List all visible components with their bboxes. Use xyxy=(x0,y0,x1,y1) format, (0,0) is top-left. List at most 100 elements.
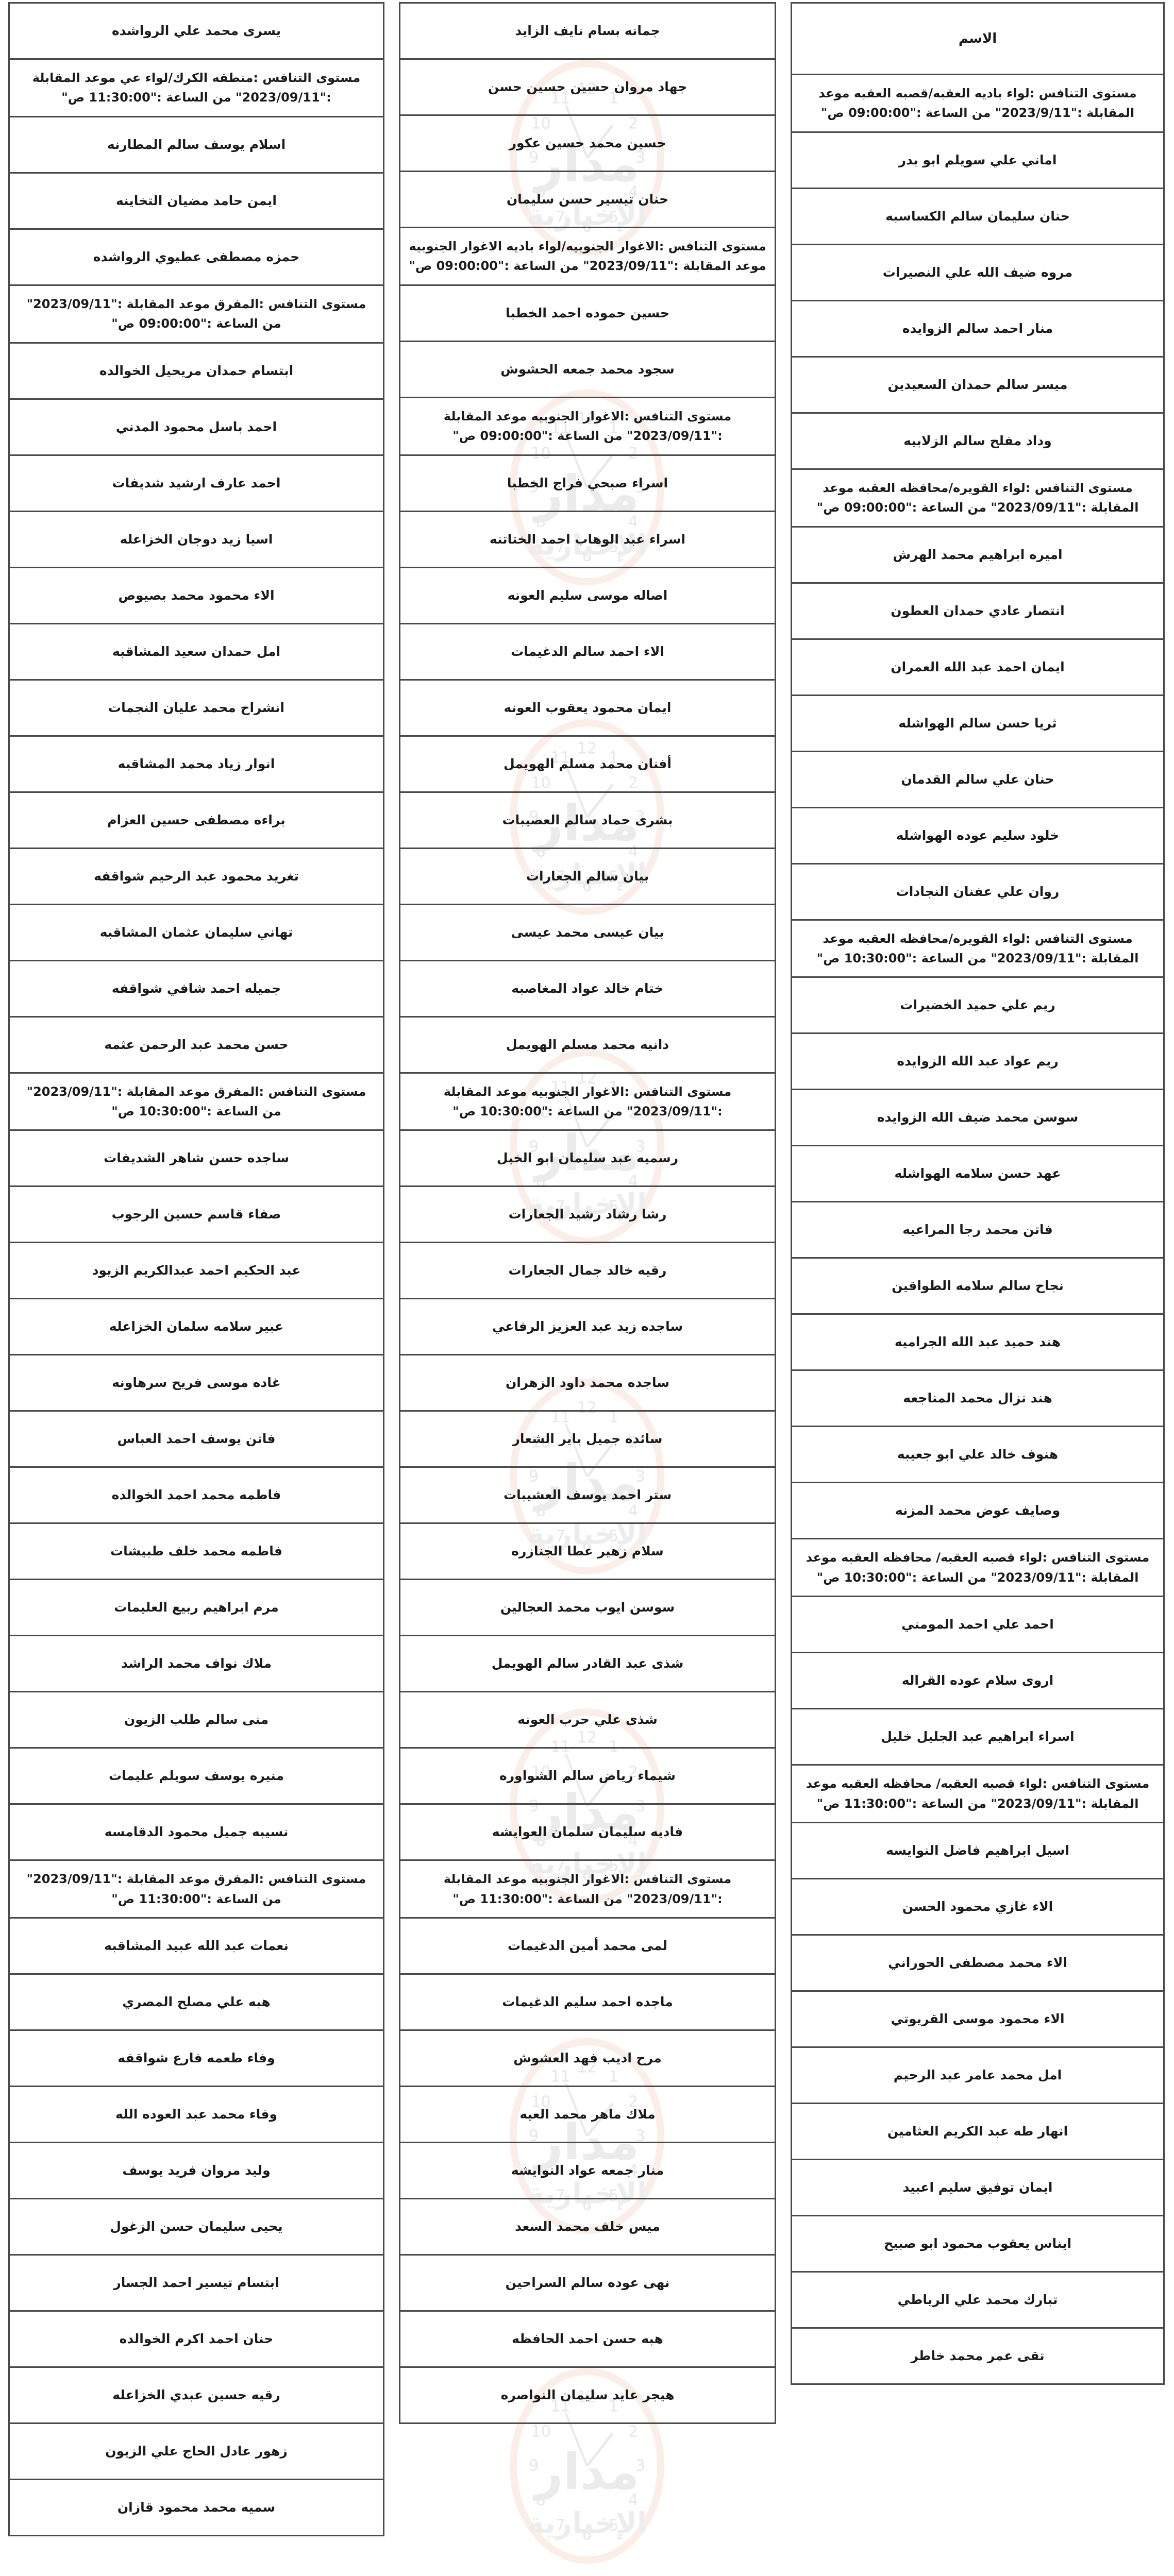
table-row: ساجده حسن شاهر الشديفات xyxy=(8,1129,384,1188)
table-row: ابتسام تيسير احمد الجسار xyxy=(8,2254,384,2312)
candidate-name-cell: شيماء رياض سالم الشواوره xyxy=(399,1747,776,1805)
table-row: تبارك محمد علي الرياطي xyxy=(791,2270,1165,2329)
candidate-name-cell: سجود محمد جمعه الحشوش xyxy=(399,340,776,398)
candidate-name-cell: ستر احمد يوسف العشيبات xyxy=(399,1466,776,1524)
candidate-name-cell: هيجر عايد سليمان النواصره xyxy=(399,2366,776,2425)
table-row: اسيل ابراهيم فاضل النوايسه xyxy=(791,1821,1165,1879)
candidate-name-cell: الاء احمد سالم الدغيمات xyxy=(399,622,776,681)
table-row: اماني علي سويلم ابو بدر xyxy=(791,131,1165,189)
candidate-name-cell: ايمان توفيق سليم اعبيد xyxy=(791,2158,1165,2216)
table-row: هبه علي مصلح المصري xyxy=(8,1973,384,2031)
candidate-name-cell: ساجده محمد داود الزهران xyxy=(399,1354,776,1412)
table-row: هنوف خالد علي ابو جعيبه xyxy=(791,1426,1165,1484)
table-row: ايمان توفيق سليم اعبيد xyxy=(791,2158,1165,2216)
candidate-name-cell: انشراح محمد عليان النجمات xyxy=(8,679,384,737)
candidate-name-cell: ساجده زيد عبد العزيز الرفاعي xyxy=(399,1298,776,1356)
candidate-name-cell: حنان احمد اكرم الخوالده xyxy=(8,2310,384,2368)
table-row: اسيا زيد دوجان الخزاعله xyxy=(8,510,384,568)
candidate-name-cell: فاطمه محمد خلف طبيشات xyxy=(8,1522,384,1581)
candidate-name-cell: يحيى سليمان حسن الزغول xyxy=(8,2198,384,2256)
candidate-name-cell: مرم ابراهيم ربيع العليمات xyxy=(8,1579,384,1637)
table-row: جهاد مروان حسين حسين حسن xyxy=(399,58,776,116)
table-row: رسميه عبد سليمان ابو الخيل xyxy=(399,1129,776,1188)
group-heading-cell: مستوى التنافس :الاغوار الجنوبيه موعد الم… xyxy=(399,1072,776,1131)
candidate-name-cell: اسراء صبحي فراج الخطبا xyxy=(399,454,776,512)
table-row: رقيه حسين عبدي الخزاعله xyxy=(8,2366,384,2425)
table-row: ماجده احمد سليم الدغيمات xyxy=(399,1973,776,2031)
group-heading-cell: مستوى التنافس :منطقه الكرك/لواء عي موعد … xyxy=(8,58,384,117)
candidate-name-cell: عبد الحكيم احمد عبدالكريم الزيود xyxy=(8,1242,384,1300)
table-row: انوار زياد محمد المشاقبه xyxy=(8,735,384,793)
table-row: عهد حسن سلامه الهواشله xyxy=(791,1145,1165,1203)
table-row: حسن محمد عبد الرحمن عثمه xyxy=(8,1015,384,1074)
table-row: أفنان محمد مسلم الهويمل xyxy=(399,735,776,793)
table-row: انتصار عادي حمدان العطون xyxy=(791,582,1165,640)
candidate-name-cell: وليد مروان فريد يوسف xyxy=(8,2142,384,2200)
table-row: منار جمعه عواد النوايشه xyxy=(399,2142,776,2200)
candidate-name-cell: رقيه حسين عبدي الخزاعله xyxy=(8,2366,384,2425)
candidate-name-cell: فاتن يوسف احمد العباس xyxy=(8,1410,384,1468)
table-row: مستوى التنافس :الاغوار الجنوبيه/لواء باد… xyxy=(399,227,776,286)
candidate-name-cell: الاء محمود موسى القريوتي xyxy=(791,1990,1165,2048)
table-row: الاء غازي محمود الحسن xyxy=(791,1877,1165,1936)
candidate-name-cell: ميس خلف محمد السعد xyxy=(399,2198,776,2256)
table-row: حمزه مصطفى عطيوي الرواشده xyxy=(8,228,384,286)
column-right: الاسم مستوى التنافس :لواء باديه العقبه/قص… xyxy=(783,2,1174,2385)
table-row: نجاح سالم سلامه الطواقين xyxy=(791,1257,1165,1315)
candidate-name-cell: خلود سليم عوده الهواشله xyxy=(791,806,1165,865)
column-left: يسرى محمد علي الرواشده مستوى التنافس :منط… xyxy=(0,2,392,2537)
table-row: فاتن محمد رجا المراعيه xyxy=(791,1201,1165,1259)
table-row: مرم ابراهيم ربيع العليمات xyxy=(8,1579,384,1637)
candidate-name-cell: ابتسام حمدان مريحيل الخوالده xyxy=(8,342,384,400)
candidate-name-cell: احمد علي احمد المومني xyxy=(791,1596,1165,1654)
table-row: بشرى حماد سالم العصيبات xyxy=(399,791,776,849)
table-row: ساجده زيد عبد العزيز الرفاعي xyxy=(399,1298,776,1356)
candidate-name-cell: نجاح سالم سلامه الطواقين xyxy=(791,1257,1165,1315)
candidate-name-cell: جميله احمد شافي شواقفه xyxy=(8,959,384,1018)
table-row: شذى عبد القادر سالم الهويمل xyxy=(399,1635,776,1693)
table-row: مرح اديب فهد العشوش xyxy=(399,2029,776,2088)
table-row: دانيه محمد مسلم الهويمل xyxy=(399,1015,776,1074)
candidate-name-cell: وفاء طعمه فارع شواقفه xyxy=(8,2029,384,2088)
candidate-name-cell: سوسن محمد ضيف الله الزوايده xyxy=(791,1089,1165,1147)
candidate-name-cell: منار جمعه عواد النوايشه xyxy=(399,2142,776,2200)
candidate-name-cell: أفنان محمد مسلم الهويمل xyxy=(399,735,776,793)
candidate-name-cell: امل محمد عامر عبد الرحيم xyxy=(791,2046,1165,2104)
candidate-name-cell: جمانه بسام نايف الزايد xyxy=(399,2,776,60)
table-row: سائده جميل باير الشعار xyxy=(399,1410,776,1468)
table-row: سوسن محمد ضيف الله الزوايده xyxy=(791,1089,1165,1147)
table-row: ابتسام حمدان مريحيل الخوالده xyxy=(8,342,384,400)
candidate-name-cell: دانيه محمد مسلم الهويمل xyxy=(399,1015,776,1074)
table-row: مروه ضيف الله علي النصيرات xyxy=(791,243,1165,301)
candidate-name-cell: ايمان محمود يعقوب العونه xyxy=(399,679,776,737)
candidate-name-cell: منار احمد سالم الزوايده xyxy=(791,299,1165,358)
candidate-name-cell: مروه ضيف الله علي النصيرات xyxy=(791,243,1165,301)
candidate-name-cell: هبه علي مصلح المصري xyxy=(8,1973,384,2031)
candidate-name-cell: روان علي عفنان النجادات xyxy=(791,862,1165,921)
table-row: تهاني سليمان عثمان المشاقبه xyxy=(8,903,384,961)
table-row: اسلام يوسف سالم المطارنه xyxy=(8,115,384,174)
candidate-name-cell: مرح اديب فهد العشوش xyxy=(399,2029,776,2088)
table-row: ايمان محمود يعقوب العونه xyxy=(399,679,776,737)
table-row: حنان سليمان سالم الكساسبه xyxy=(791,187,1165,245)
candidate-name-cell: ايمان احمد عبد الله العمران xyxy=(791,638,1165,696)
candidate-name-cell: براءه مصطفى حسين العزام xyxy=(8,791,384,849)
table-row: مستوى التنافس :لواء القويره/محافظه العقب… xyxy=(791,919,1165,978)
table-row: وفاء محمد عبد العوده الله xyxy=(8,2086,384,2144)
table-row: جميله احمد شافي شواقفه xyxy=(8,959,384,1018)
table-row: احمد باسل محمود المدني xyxy=(8,398,384,456)
table-row: هند حميد عبد الله الجراميه xyxy=(791,1313,1165,1371)
candidate-name-cell: هبه حسن احمد الحافظه xyxy=(399,2310,776,2368)
candidate-name-cell: وداد مفلح سالم الزلابيه xyxy=(791,412,1165,470)
group-heading-cell: مستوى التنافس :لواء القويره/محافظه العقب… xyxy=(791,919,1165,978)
candidate-name-cell: احمد باسل محمود المدني xyxy=(8,398,384,456)
column-middle: جمانه بسام نايف الزايد جهاد مروان حسين حس… xyxy=(392,2,783,2425)
table-row: فاتن يوسف احمد العباس xyxy=(8,1410,384,1468)
candidate-name-cell: اروى سلام عوده القراله xyxy=(791,1652,1165,1710)
candidate-name-cell: غاده موسى فريح سرهاونه xyxy=(8,1354,384,1412)
candidate-name-cell: ميسر سالم حمدان السعيدين xyxy=(791,355,1165,414)
candidate-name-cell: احمد عارف ارشيد شديفات xyxy=(8,454,384,512)
table-row: خلود سليم عوده الهواشله xyxy=(791,806,1165,865)
candidate-name-cell: اسراء عبد الوهاب احمد الختاتنه xyxy=(399,510,776,568)
